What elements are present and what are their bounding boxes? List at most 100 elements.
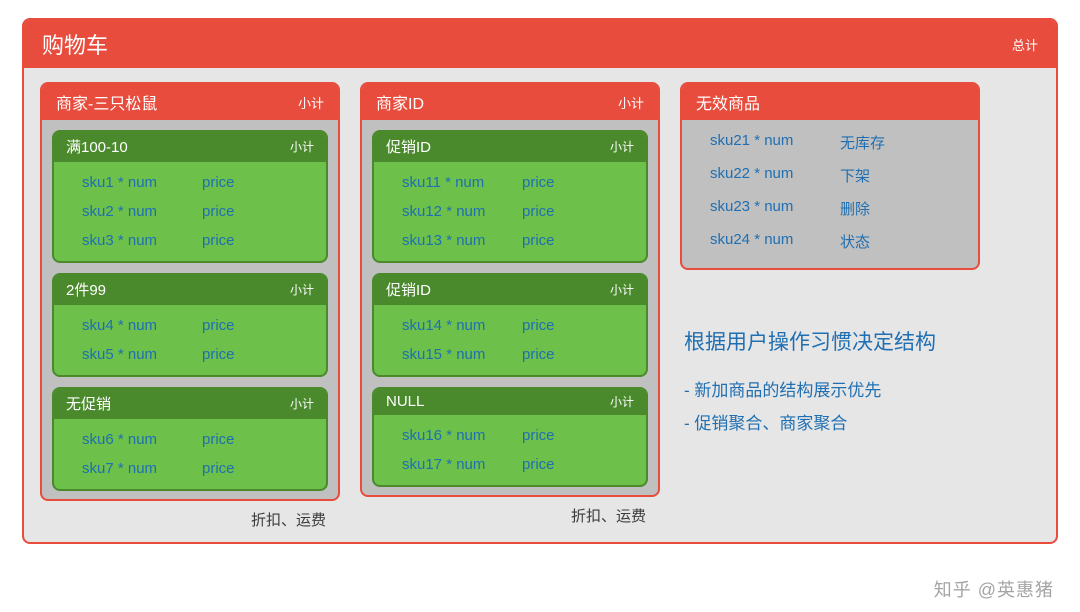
discount-shipping-label: 折扣、运费 [360,497,660,528]
promo-block: 满100-10 小计 sku1 * numprice sku2 * numpri… [52,130,328,263]
merchant-subtotal-label: 小计 [618,93,644,112]
sku-row: sku4 * numprice [82,311,308,340]
sku-price: price [522,203,622,220]
sku-row: sku7 * numprice [82,454,308,483]
invalid-title: 无效商品 [696,90,760,114]
invalid-status: 状态 [840,231,940,252]
sku-price: price [202,317,302,334]
promo-subtotal-label: 小计 [290,395,314,412]
sku-row: sku17 * numprice [402,450,628,479]
invalid-column: 无效商品 sku21 * num无库存 sku22 * num下架 sku23 … [680,82,980,438]
sku-expr: sku11 * num [402,174,522,191]
watermark: 知乎 @英惠猪 [934,576,1054,602]
sku-row: sku3 * numprice [82,226,308,255]
promo-subtotal-label: 小计 [610,393,634,410]
promo-subtotal-label: 小计 [290,281,314,298]
invalid-row: sku23 * num删除 [710,192,960,225]
sku-expr: sku22 * num [710,165,840,186]
notes-item: - 促销聚合、商家聚合 [684,405,980,438]
promo-title: 满100-10 [66,136,128,157]
sku-list: sku16 * numprice sku17 * numprice [374,415,646,485]
merchant-body: 满100-10 小计 sku1 * numprice sku2 * numpri… [42,120,338,499]
invalid-row: sku22 * num下架 [710,159,960,192]
sku-row: sku16 * numprice [402,421,628,450]
invalid-status: 无库存 [840,132,940,153]
promo-subtotal-label: 小计 [290,138,314,155]
cart-header: 购物车 总计 [24,20,1056,68]
sku-row: sku12 * numprice [402,197,628,226]
cart-total-label: 总计 [1012,35,1038,54]
merchant-body: 促销ID 小计 sku11 * numprice sku12 * numpric… [362,120,658,495]
sku-list: sku4 * numprice sku5 * numprice [54,305,326,375]
sku-row: sku5 * numprice [82,340,308,369]
merchant-panel: 商家ID 小计 促销ID 小计 sku11 * numprice sku12 *… [360,82,660,497]
invalid-row: sku21 * num无库存 [710,126,960,159]
sku-price: price [202,232,302,249]
promo-block: 促销ID 小计 sku14 * numprice sku15 * numpric… [372,273,648,377]
notes-item: - 新加商品的结构展示优先 [684,372,980,405]
promo-block: 无促销 小计 sku6 * numprice sku7 * numprice [52,387,328,491]
sku-price: price [202,346,302,363]
promo-header: 满100-10 小计 [54,132,326,162]
sku-price: price [522,346,622,363]
promo-block: 2件99 小计 sku4 * numprice sku5 * numprice [52,273,328,377]
cart-panel: 购物车 总计 商家-三只松鼠 小计 满100-10 小计 sku [22,18,1058,544]
merchant-panel: 商家-三只松鼠 小计 满100-10 小计 sku1 * numprice sk… [40,82,340,501]
sku-expr: sku17 * num [402,456,522,473]
cart-body: 商家-三只松鼠 小计 满100-10 小计 sku1 * numprice sk… [24,68,1056,542]
merchant-header: 商家-三只松鼠 小计 [42,84,338,120]
promo-block: NULL 小计 sku16 * numprice sku17 * numpric… [372,387,648,487]
sku-row: sku11 * numprice [402,168,628,197]
sku-expr: sku5 * num [82,346,202,363]
sku-price: price [202,431,302,448]
sku-expr: sku2 * num [82,203,202,220]
sku-price: price [522,232,622,249]
sku-list: sku6 * numprice sku7 * numprice [54,419,326,489]
promo-title: 无促销 [66,393,111,414]
invalid-row: sku24 * num状态 [710,225,960,258]
sku-expr: sku21 * num [710,132,840,153]
promo-title: NULL [386,393,424,410]
sku-row: sku2 * numprice [82,197,308,226]
merchant-title: 商家ID [376,90,424,114]
promo-title: 2件99 [66,279,106,300]
invalid-header: 无效商品 [682,84,978,120]
sku-expr: sku3 * num [82,232,202,249]
merchant-title: 商家-三只松鼠 [56,90,157,114]
promo-title: 促销ID [386,279,431,300]
sku-expr: sku1 * num [82,174,202,191]
sku-row: sku13 * numprice [402,226,628,255]
sku-price: price [522,317,622,334]
promo-title: 促销ID [386,136,431,157]
sku-price: price [522,456,622,473]
sku-price: price [522,427,622,444]
cart-title: 购物车 [42,28,108,60]
invalid-status: 下架 [840,165,940,186]
sku-row: sku14 * numprice [402,311,628,340]
merchant-header: 商家ID 小计 [362,84,658,120]
promo-block: 促销ID 小计 sku11 * numprice sku12 * numpric… [372,130,648,263]
sku-expr: sku23 * num [710,198,840,219]
sku-row: sku1 * numprice [82,168,308,197]
promo-subtotal-label: 小计 [610,281,634,298]
promo-header: 促销ID 小计 [374,275,646,305]
invalid-body: sku21 * num无库存 sku22 * num下架 sku23 * num… [682,120,978,268]
invalid-panel: 无效商品 sku21 * num无库存 sku22 * num下架 sku23 … [680,82,980,270]
notes-list: - 新加商品的结构展示优先 - 促销聚合、商家聚合 [684,372,980,438]
sku-price: price [202,174,302,191]
notes-section: 根据用户操作习惯决定结构 - 新加商品的结构展示优先 - 促销聚合、商家聚合 [680,326,980,438]
sku-expr: sku13 * num [402,232,522,249]
promo-header: 促销ID 小计 [374,132,646,162]
notes-title: 根据用户操作习惯决定结构 [684,326,980,356]
promo-subtotal-label: 小计 [610,138,634,155]
sku-row: sku6 * numprice [82,425,308,454]
sku-price: price [202,203,302,220]
sku-expr: sku7 * num [82,460,202,477]
discount-shipping-label: 折扣、运费 [40,501,340,532]
sku-list: sku11 * numprice sku12 * numprice sku13 … [374,162,646,261]
promo-header: 2件99 小计 [54,275,326,305]
sku-expr: sku24 * num [710,231,840,252]
merchant-subtotal-label: 小计 [298,93,324,112]
sku-expr: sku6 * num [82,431,202,448]
sku-expr: sku15 * num [402,346,522,363]
